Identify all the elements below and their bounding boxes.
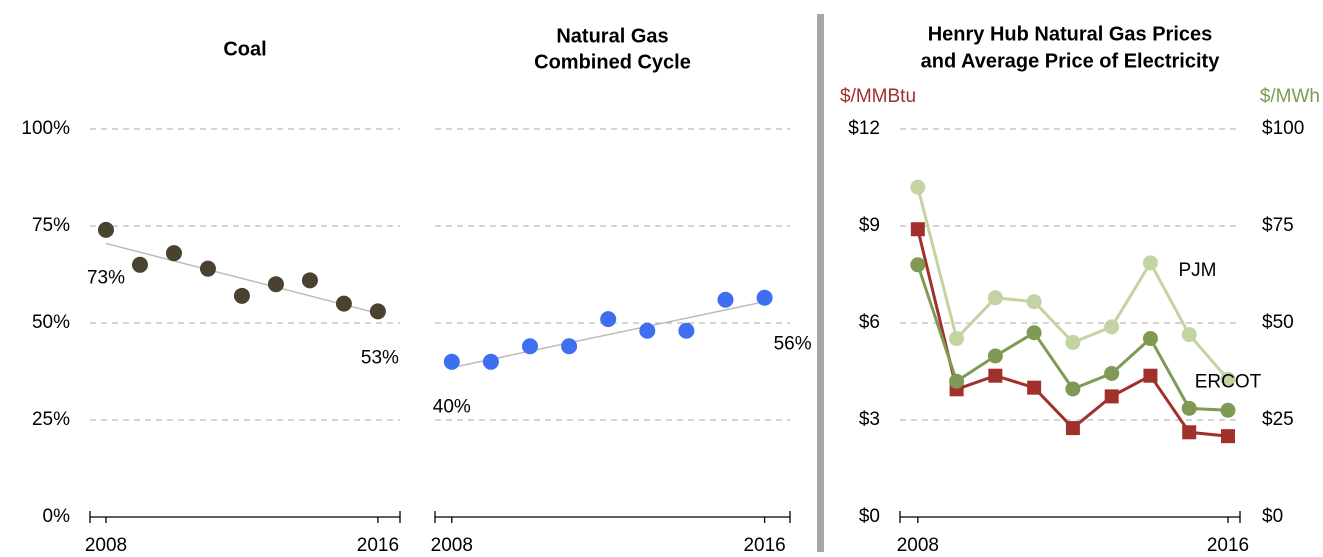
point [165,245,182,262]
x-tick-label: 2008 [85,535,127,556]
marker [1104,319,1120,335]
marker [1220,371,1236,387]
divider [817,14,824,552]
y-tick-label: 100% [21,118,70,139]
y-tick-label: 75% [32,215,70,236]
marker [1182,425,1197,440]
marker [987,290,1003,306]
point [717,291,734,308]
y-tick-label: 25% [32,409,70,430]
y-tick-label: $9 [859,215,880,236]
marker [1181,400,1197,416]
annotation: 56% [774,334,812,355]
marker [910,222,925,237]
marker [987,348,1003,364]
y-tick-label: $0 [859,506,880,527]
point [301,272,318,289]
y-tick-label: $3 [859,409,880,430]
marker [949,373,965,389]
y2-tick-label: $25 [1262,409,1294,430]
point [335,295,352,312]
x-tick-label: 2016 [357,535,399,556]
marker [1104,389,1119,404]
point [482,353,499,370]
point [97,221,114,238]
marker [1065,381,1081,397]
point [522,338,539,355]
point [199,260,216,277]
marker [1142,255,1158,271]
y2-axis-label: $/MWh [1260,86,1320,107]
marker [1181,327,1197,343]
chart-title: Coal [223,38,266,60]
marker [1220,402,1236,418]
annotation: 53% [361,347,399,368]
point [369,303,386,320]
y-axis-label: $/MMBtu [840,86,916,107]
annotation: 73% [87,267,125,288]
marker [988,368,1003,383]
point [600,311,617,328]
trendline [451,300,765,369]
annotation: 40% [433,397,471,418]
marker [949,331,965,347]
series-label: PJM [1178,260,1216,281]
point [233,287,250,304]
y-tick-label: $6 [859,312,880,333]
marker [910,257,926,273]
point [267,276,284,293]
x-tick-label: 2008 [431,535,473,556]
marker [1026,294,1042,310]
point [756,289,773,306]
marker [1065,334,1081,350]
marker [910,179,926,195]
x-tick-label: 2016 [743,535,785,556]
point [131,256,148,273]
marker [1065,421,1080,436]
chart-title: Henry Hub Natural Gas Prices [928,23,1213,45]
point [561,338,578,355]
marker [1027,380,1042,395]
marker [1220,429,1235,444]
marker [1026,325,1042,341]
marker [1104,365,1120,381]
y2-tick-label: $75 [1262,215,1294,236]
point [639,322,656,339]
series-line [916,186,1230,381]
series-label: ERCOT [1195,371,1262,392]
chart-title: Natural Gas [556,25,668,47]
point [678,322,695,339]
y-tick-label: $12 [848,118,880,139]
marker [1142,331,1158,347]
y-tick-label: 50% [32,312,70,333]
y-tick-label: 0% [43,506,71,527]
y2-tick-label: $100 [1262,118,1304,139]
y2-tick-label: $0 [1262,506,1283,527]
x-tick-label: 2008 [897,535,939,556]
x-tick-label: 2016 [1207,535,1249,556]
y2-tick-label: $50 [1262,312,1294,333]
trendline [105,242,379,315]
point [443,353,460,370]
chart-title: Combined Cycle [534,51,691,73]
marker [1143,368,1158,383]
chart-title: and Average Price of Electricity [921,50,1221,72]
